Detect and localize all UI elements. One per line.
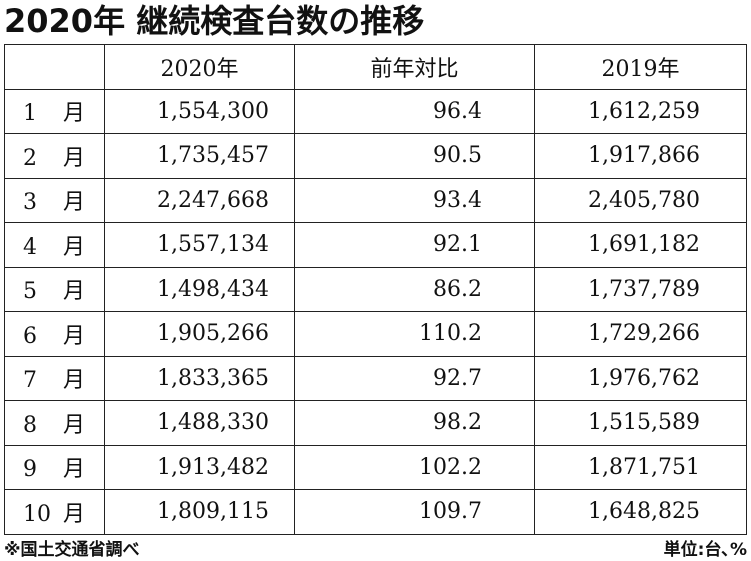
- value-2020-cell: 1,735,457: [104, 133, 295, 179]
- yoy-cell: 90.5: [294, 133, 535, 179]
- yoy-cell: 93.4: [294, 177, 535, 223]
- month-unit: 月: [63, 279, 86, 305]
- value-2019-cell: 1,976,762: [534, 355, 747, 401]
- month-number: 9: [23, 457, 37, 483]
- table-row: 1 月 1,554,300 96.4 1,612,259: [4, 88, 747, 134]
- value-2020-cell: 1,833,365: [104, 355, 295, 401]
- month-number: 1: [23, 101, 37, 127]
- value-2019-cell: 1,729,266: [534, 311, 747, 357]
- value-2020-cell: 1,557,134: [104, 222, 295, 268]
- value-2019-cell: 1,737,789: [534, 266, 747, 312]
- value-2020-cell: 1,498,434: [104, 266, 295, 312]
- yoy-cell: 102.2: [294, 444, 535, 490]
- yoy-cell: 96.4: [294, 88, 535, 134]
- yoy-cell: 98.2: [294, 400, 535, 446]
- month-unit: 月: [63, 234, 86, 260]
- table-row: 3 月 2,247,668 93.4 2,405,780: [4, 177, 747, 223]
- value-2020-cell: 1,905,266: [104, 311, 295, 357]
- value-2019-cell: 1,871,751: [534, 444, 747, 490]
- yoy-cell: 86.2: [294, 266, 535, 312]
- yoy-cell: 92.7: [294, 355, 535, 401]
- month-unit: 月: [63, 457, 86, 483]
- value-2019-cell: 1,612,259: [534, 88, 747, 134]
- value-2020-cell: 1,809,115: [104, 489, 295, 535]
- header-2020: 2020年: [104, 44, 295, 90]
- month-unit: 月: [63, 501, 86, 527]
- table-row: 8 月 1,488,330 98.2 1,515,589: [4, 400, 747, 446]
- value-2020-cell: 1,913,482: [104, 444, 295, 490]
- value-2019-cell: 2,405,780: [534, 177, 747, 223]
- month-number: 7: [23, 368, 37, 394]
- month-number: 6: [23, 323, 37, 349]
- month-unit: 月: [63, 323, 86, 349]
- table-header-row: 2020年 前年対比 2019年: [4, 44, 747, 90]
- header-2019: 2019年: [534, 44, 747, 90]
- month-number: 10: [23, 501, 51, 527]
- table-row: 5 月 1,498,434 86.2 1,737,789: [4, 266, 747, 312]
- table-row: 7 月 1,833,365 92.7 1,976,762: [4, 355, 747, 401]
- month-unit: 月: [63, 145, 86, 171]
- header-yoy: 前年対比: [294, 44, 535, 90]
- yoy-cell: 109.7: [294, 489, 535, 535]
- table-row: 6 月 1,905,266 110.2 1,729,266: [4, 311, 747, 357]
- page-title: 2020年 継続検査台数の推移: [4, 2, 425, 40]
- month-unit: 月: [63, 412, 86, 438]
- month-unit: 月: [63, 101, 86, 127]
- table-row: 4 月 1,557,134 92.1 1,691,182: [4, 222, 747, 268]
- value-2020-cell: 2,247,668: [104, 177, 295, 223]
- month-number: 4: [23, 234, 37, 260]
- value-2019-cell: 1,917,866: [534, 133, 747, 179]
- header-blank: [4, 44, 105, 90]
- value-2019-cell: 1,691,182: [534, 222, 747, 268]
- inspection-table: 2020年 前年対比 2019年 1 月 1,554,300 96.4 1,612,25…: [4, 44, 747, 535]
- yoy-cell: 110.2: [294, 311, 535, 357]
- month-number: 2: [23, 145, 37, 171]
- source-note: ※国土交通省調べ: [4, 540, 140, 560]
- table-row: 10 月 1,809,115 109.7 1,648,825: [4, 489, 747, 535]
- value-2019-cell: 1,515,589: [534, 400, 747, 446]
- value-2020-cell: 1,554,300: [104, 88, 295, 134]
- value-2020-cell: 1,488,330: [104, 400, 295, 446]
- value-2019-cell: 1,648,825: [534, 489, 747, 535]
- yoy-cell: 92.1: [294, 222, 535, 268]
- month-number: 3: [23, 190, 37, 216]
- table-row: 2 月 1,735,457 90.5 1,917,866: [4, 133, 747, 179]
- unit-note: 単位:台､%: [663, 540, 747, 560]
- month-unit: 月: [63, 190, 86, 216]
- month-unit: 月: [63, 368, 86, 394]
- month-number: 5: [23, 279, 37, 305]
- month-cell: 10 月: [4, 489, 105, 535]
- month-number: 8: [23, 412, 37, 438]
- table-row: 9 月 1,913,482 102.2 1,871,751: [4, 444, 747, 490]
